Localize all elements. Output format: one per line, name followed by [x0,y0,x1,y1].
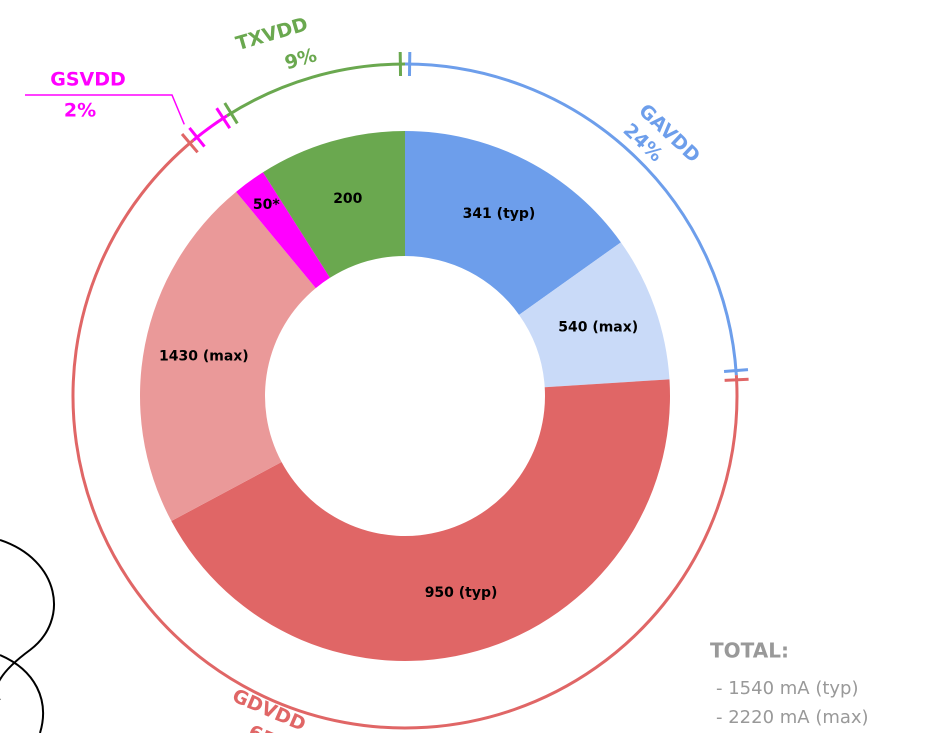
segment-label: 341 (typ) [463,206,536,222]
group-ring-arc [71,139,739,730]
group-name: GSVDD [50,69,126,91]
group-ring-arc [226,62,406,117]
segment-label: 200 [333,191,362,207]
decor-curve [0,539,55,700]
donut-segment [171,379,671,662]
ring-tick [223,102,239,125]
ring-tick [215,107,232,130]
ring-tick [724,377,749,382]
decor-curve [0,654,45,733]
segment-label: 50* [253,197,280,213]
donut-segment [405,131,621,315]
segment-label: 950 (typ) [425,585,498,601]
ring-tick [723,368,749,373]
total-title: TOTAL: [710,639,789,663]
ring-tick [180,133,199,154]
group-ring-arc [404,62,738,376]
donut-segment [236,172,330,289]
group-percent: 9% [282,44,319,74]
total-line: - 2220 mA (max) [716,707,869,728]
donut-segment [519,242,670,388]
group-percent: 2% [64,100,96,122]
donut-segment [140,191,316,522]
segment-label: 1430 (max) [159,348,249,364]
segment-label: 540 (max) [558,320,638,336]
total-line: - 1540 mA (typ) [716,678,859,699]
ring-tick [188,126,206,148]
donut-segment [263,131,405,278]
group-ring-arc [192,114,228,142]
leader-line [25,94,185,125]
